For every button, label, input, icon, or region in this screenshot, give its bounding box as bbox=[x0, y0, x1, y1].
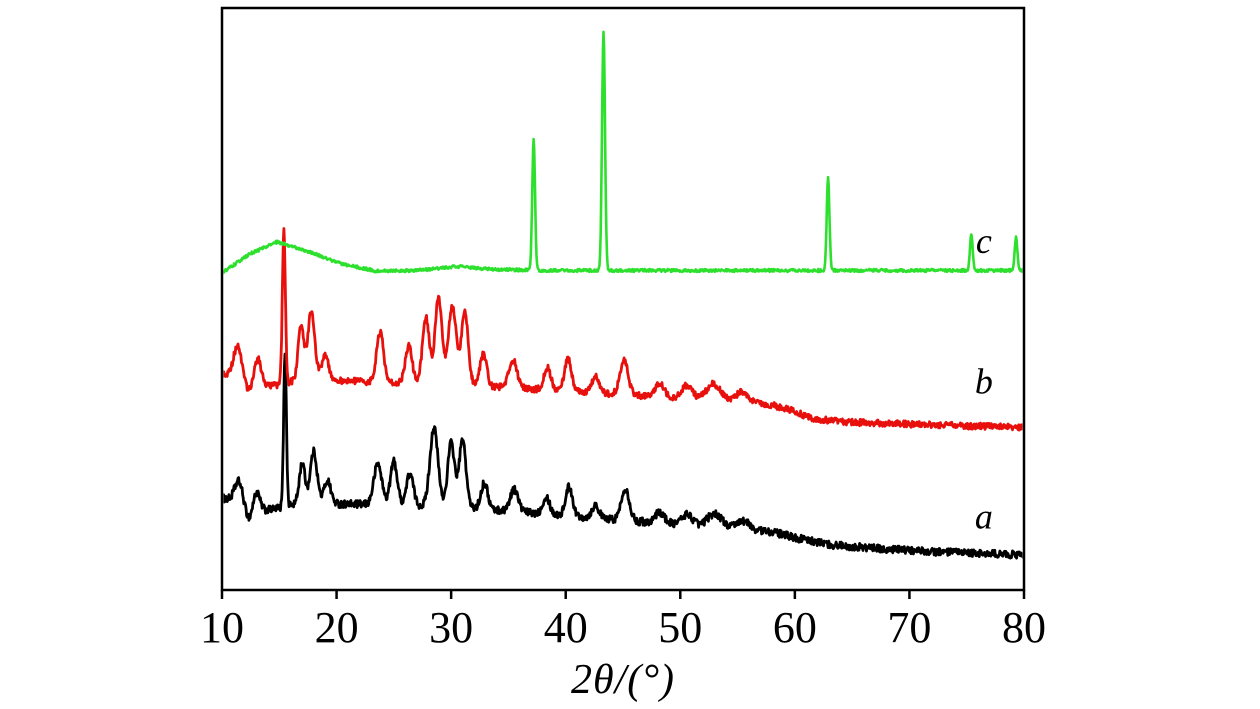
x-tick-label: 30 bbox=[429, 603, 473, 652]
series-trace-c bbox=[223, 30, 1023, 274]
series-trace-a bbox=[223, 352, 1023, 560]
x-tick-label: 60 bbox=[773, 603, 817, 652]
x-axis-label: 2θ/(°) bbox=[570, 657, 676, 703]
x-tick-label: 20 bbox=[315, 603, 359, 652]
series-trace-b bbox=[223, 227, 1023, 432]
series-label-b: b bbox=[975, 361, 993, 401]
series-label-c: c bbox=[976, 221, 992, 261]
series-label-a: a bbox=[975, 496, 993, 536]
x-tick-label: 10 bbox=[200, 603, 244, 652]
x-tick-label: 70 bbox=[887, 603, 931, 652]
x-tick-label: 40 bbox=[544, 603, 588, 652]
axes-box bbox=[220, 6, 1026, 592]
x-tick-label: 50 bbox=[658, 603, 702, 652]
x-tick-label: 80 bbox=[1002, 603, 1046, 652]
